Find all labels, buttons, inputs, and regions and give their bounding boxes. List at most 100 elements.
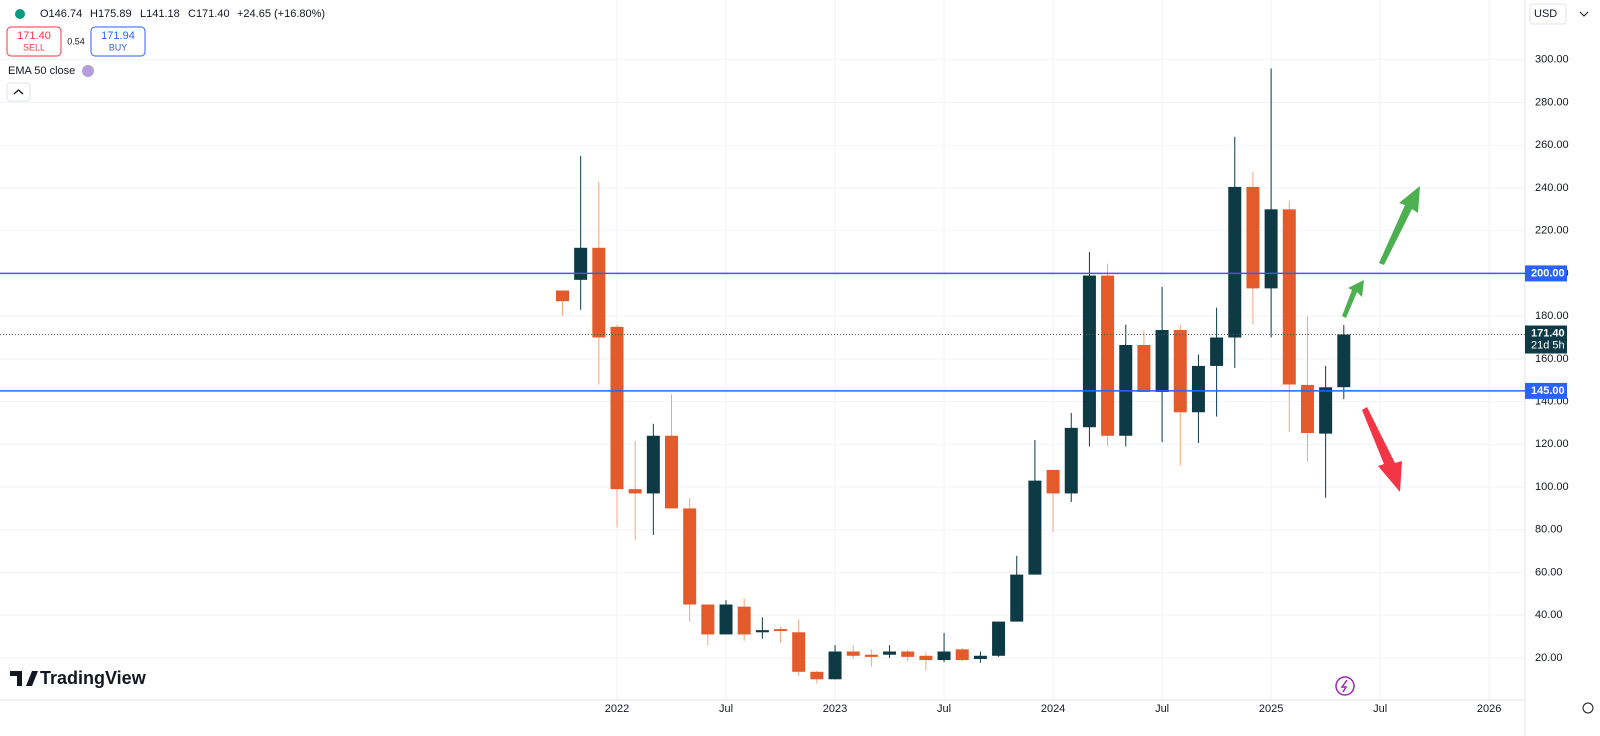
y-tick-label: 260.00 <box>1535 139 1569 151</box>
candle-body <box>1010 574 1024 622</box>
last-price-bg <box>1525 325 1567 354</box>
logo-icon <box>10 671 38 686</box>
hline-label: 200.00 <box>1531 267 1565 279</box>
ohlc-high: H175.89 <box>90 8 132 20</box>
candle-body <box>846 651 860 656</box>
candle-body <box>1082 275 1096 428</box>
candle-body <box>737 606 751 635</box>
y-tick-label: 280.00 <box>1535 96 1569 108</box>
candle-body <box>828 651 842 680</box>
candle-body <box>1228 186 1242 338</box>
candle-body <box>992 621 1006 656</box>
candle-body <box>955 649 969 661</box>
sell-button[interactable] <box>6 26 62 57</box>
x-tick-label: Jul <box>719 703 733 715</box>
candle-body <box>701 604 715 635</box>
indicator-icon[interactable] <box>82 65 94 77</box>
logo-text: TradingView <box>40 668 147 688</box>
candle-body <box>937 651 951 661</box>
candle-body <box>610 326 624 490</box>
candle-body <box>901 651 915 657</box>
currency: USD <box>1534 8 1557 20</box>
last-price-label: 171.40 <box>1531 327 1565 339</box>
candle-body <box>1155 330 1169 392</box>
candle-body <box>1300 384 1314 433</box>
y-tick-label: 20.00 <box>1535 652 1563 664</box>
candle-body <box>792 632 806 672</box>
candle-body <box>774 629 788 632</box>
y-tick-label: 120.00 <box>1535 438 1569 450</box>
candle-body <box>1064 427 1078 494</box>
x-tick-label: 2022 <box>605 703 629 715</box>
buy-button[interactable] <box>90 26 146 57</box>
spread: 0.54 <box>67 36 85 46</box>
candle-body <box>628 489 642 494</box>
candle-body <box>1319 387 1333 434</box>
candle-body <box>973 655 987 659</box>
x-tick-label: Jul <box>937 703 951 715</box>
candle-body <box>719 604 733 635</box>
up-arrow-small <box>1342 280 1364 318</box>
y-tick-label: 100.00 <box>1535 481 1569 493</box>
candle-body <box>592 247 606 338</box>
candle-body <box>683 508 697 605</box>
x-tick-label: Jul <box>1373 703 1387 715</box>
y-tick-label: 300.00 <box>1535 54 1569 66</box>
x-tick-label: Jul <box>1155 703 1169 715</box>
candle-body <box>646 435 660 494</box>
candle-body <box>1246 186 1260 289</box>
currency-button[interactable] <box>1529 3 1567 25</box>
candle-body <box>755 630 769 633</box>
y-tick-label: 240.00 <box>1535 182 1569 194</box>
up-arrow-large <box>1379 186 1420 265</box>
candle-body <box>1210 337 1224 366</box>
candle-body <box>574 247 588 280</box>
candle-body <box>883 651 897 655</box>
candle-body <box>1137 344 1151 392</box>
ohlc-open: O146.74 <box>40 8 82 20</box>
candle-body <box>810 671 824 680</box>
status-dot <box>15 9 25 19</box>
candle-body <box>1046 469 1060 494</box>
candle-body <box>555 290 569 302</box>
candle-body <box>1264 209 1278 289</box>
sell-price: 171.40 <box>17 30 51 42</box>
candle-body <box>1337 334 1351 388</box>
candle-body <box>919 655 933 661</box>
y-tick-label: 60.00 <box>1535 566 1563 578</box>
hline-label: 145.00 <box>1531 385 1565 397</box>
x-tick-label: 2024 <box>1041 703 1065 715</box>
ohlc-change: +24.65 (+16.80%) <box>237 8 325 20</box>
settings-icon[interactable] <box>1582 702 1594 714</box>
collapse-icon <box>13 89 24 95</box>
candle-body <box>665 435 679 509</box>
buy-label: BUY <box>109 42 128 52</box>
candle-body <box>1173 330 1187 413</box>
candle-body <box>1282 209 1296 385</box>
collapse-button[interactable] <box>6 82 31 102</box>
candle-body <box>864 654 878 657</box>
x-tick-label: 2025 <box>1259 703 1283 715</box>
hline-label-bg <box>1525 382 1567 399</box>
buy-price: 171.94 <box>101 30 135 42</box>
ohlc-close: C171.40 <box>188 8 230 20</box>
sell-label: SELL <box>23 42 45 52</box>
x-tick-label: 2026 <box>1477 703 1501 715</box>
event-icon[interactable] <box>1335 676 1355 696</box>
y-tick-label: 160.00 <box>1535 353 1569 365</box>
indicator-label: EMA 50 close <box>8 65 75 77</box>
event-bolt <box>1340 679 1348 693</box>
currency-caret <box>1579 11 1589 17</box>
grid-layer <box>0 0 1525 700</box>
hline-label-bg <box>1525 265 1567 282</box>
y-tick-label: 40.00 <box>1535 609 1563 621</box>
down-arrow <box>1362 407 1402 492</box>
candle-body <box>1028 480 1042 575</box>
candle-body <box>1101 275 1115 436</box>
ohlc-low: L141.18 <box>140 8 180 20</box>
countdown-label: 21d 5h <box>1531 339 1565 351</box>
y-tick-label: 220.00 <box>1535 225 1569 237</box>
y-tick-label: 80.00 <box>1535 524 1563 536</box>
y-tick-label: 180.00 <box>1535 310 1569 322</box>
